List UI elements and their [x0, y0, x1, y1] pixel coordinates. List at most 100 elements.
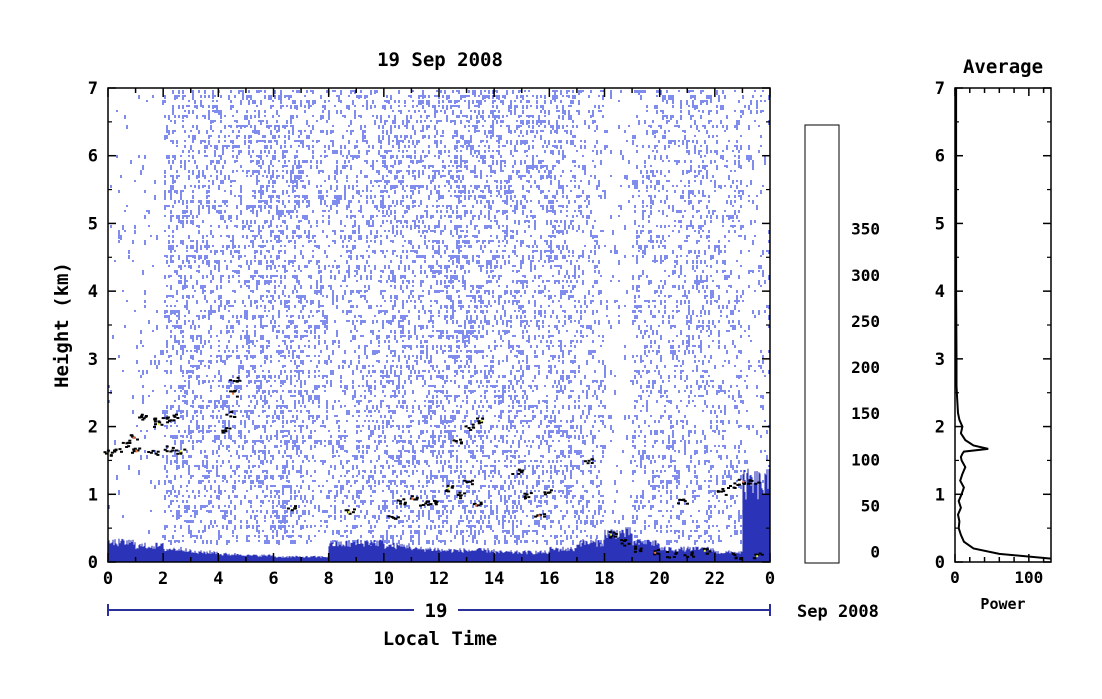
layer-echo-point	[131, 447, 142, 454]
layer-echo-point	[523, 492, 533, 500]
average-x-tick-label: 100	[1014, 568, 1043, 587]
layer-echo-point	[476, 417, 485, 425]
layer-echo-point	[653, 549, 660, 556]
layer-echo-point	[419, 500, 431, 507]
layer-echo-point	[583, 458, 595, 465]
layer-echo-point	[608, 530, 618, 539]
layer-echo-point	[463, 479, 474, 486]
layer-echo-point	[452, 438, 463, 445]
main-y-tick-label: 5	[88, 214, 98, 234]
layer-echo-point	[472, 501, 483, 507]
main-x-tick-label: 0	[765, 569, 775, 589]
main-x-tick-label: 8	[324, 569, 334, 589]
layer-echo-point	[429, 499, 439, 506]
colorbar-tick-label: 0	[870, 542, 880, 561]
main-y-tick-label: 2	[88, 418, 98, 438]
main-heatmap-echoes	[103, 90, 770, 562]
colorbar-tick-label: 100	[851, 450, 880, 469]
main-x-tick-label: 16	[539, 569, 559, 589]
layer-echo-point	[716, 488, 728, 496]
date-bar-day: 19	[425, 600, 448, 622]
colorbar-tick-label: 250	[851, 312, 880, 331]
main-y-tick-label: 7	[88, 79, 98, 99]
colorbar-tick-label: 200	[851, 358, 880, 377]
main-x-tick-label: 18	[594, 569, 614, 589]
main-x-tick-label: 4	[213, 569, 223, 589]
layer-echo-point	[534, 513, 547, 518]
layer-echo-point	[666, 551, 679, 559]
layer-echo-point	[128, 434, 139, 442]
average-power-line	[955, 88, 1052, 560]
layer-echo-point	[456, 491, 467, 500]
layer-echo-point	[677, 498, 689, 505]
average-x-axis-label: Power	[980, 595, 1025, 613]
colorbar-tick-label: 50	[861, 496, 880, 515]
average-y-tick-label: 1	[935, 485, 945, 505]
main-x-tick-label: 0	[103, 569, 113, 589]
layer-echo-point	[225, 410, 237, 418]
average-y-tick-label: 5	[935, 214, 945, 234]
main-y-tick-label: 6	[88, 147, 98, 167]
main-x-tick-label: 10	[374, 569, 394, 589]
layer-echo-point	[344, 508, 356, 515]
layer-echo-point	[169, 413, 180, 422]
layer-echo-point	[748, 479, 761, 485]
main-y-tick-label: 0	[88, 553, 98, 573]
layer-echo-point	[121, 441, 132, 448]
colorbar: 0 50 100 150 200 250 300 350	[804, 124, 880, 564]
layer-echo-point	[409, 495, 419, 501]
average-chart-title: Average	[963, 56, 1043, 78]
main-x-tick-label: 6	[268, 569, 278, 589]
main-y-axis: 0 1 2 3 4 5 6 7	[88, 79, 770, 573]
layer-echo-point	[138, 413, 146, 421]
layer-echo-point	[683, 551, 696, 558]
average-plot-frame	[954, 87, 1052, 563]
average-axes: 0 1 2 3 4 5 6 7 0 100	[935, 79, 1051, 587]
layer-echo-point	[144, 415, 158, 421]
main-y-tick-label: 3	[88, 350, 98, 370]
main-chart-title: 19 Sep 2008	[377, 49, 503, 71]
layer-echo-point	[752, 552, 764, 560]
colorbar-tick-label: 300	[851, 266, 880, 285]
layer-echo-point	[387, 515, 400, 520]
date-bar-month-year: Sep 2008	[797, 602, 879, 622]
layer-echo-point	[174, 448, 187, 455]
layer-echo-point	[221, 427, 232, 434]
main-x-tick-label: 12	[429, 569, 449, 589]
layer-echo-point	[229, 389, 239, 398]
main-y-tick-label: 1	[88, 485, 98, 505]
layer-echo-point	[153, 420, 164, 428]
average-y-tick-label: 3	[935, 350, 945, 370]
layer-echo-point	[511, 468, 525, 475]
main-x-tick-label: 22	[705, 569, 725, 589]
layer-echo-point	[633, 545, 643, 553]
layer-echo-point	[113, 448, 123, 453]
layer-echo-point	[147, 449, 160, 456]
main-y-axis-label: Height (km)	[51, 262, 73, 388]
layer-echo-point	[286, 505, 297, 512]
colorbar-tick-label: 150	[851, 404, 880, 423]
average-y-tick-label: 7	[935, 79, 945, 99]
colorbar-tick-label: 350	[851, 220, 880, 239]
main-x-axis: 0 2 4 6 8 10 12 14 16 18 20 22 0	[103, 88, 775, 589]
layer-echo-point	[163, 445, 175, 453]
average-x-tick-label: 0	[950, 568, 960, 587]
layer-echo-point	[731, 552, 743, 561]
average-y-tick-label: 6	[935, 147, 945, 167]
layer-echo-point	[229, 376, 241, 383]
date-bar	[107, 600, 771, 620]
layer-echo-point	[464, 423, 476, 431]
layer-echo-point	[444, 484, 455, 493]
average-y-tick-label: 2	[935, 418, 945, 438]
noise-speckle-field	[108, 90, 770, 545]
layer-echo-point	[396, 498, 407, 506]
average-y-tick-label: 0	[935, 553, 945, 573]
layer-echo-point	[702, 547, 712, 555]
average-y-tick-label: 4	[935, 282, 945, 302]
main-x-tick-label: 20	[649, 569, 669, 589]
main-x-axis-label: Local Time	[383, 628, 497, 650]
main-x-tick-label: 2	[158, 569, 168, 589]
layer-echo-point	[620, 539, 631, 547]
layer-echo-point	[543, 489, 553, 496]
main-y-tick-label: 4	[88, 282, 98, 302]
